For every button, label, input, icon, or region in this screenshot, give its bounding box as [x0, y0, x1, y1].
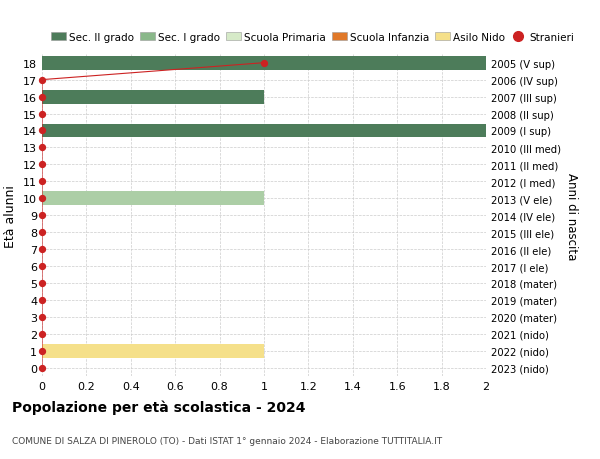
Text: COMUNE DI SALZA DI PINEROLO (TO) - Dati ISTAT 1° gennaio 2024 - Elaborazione TUT: COMUNE DI SALZA DI PINEROLO (TO) - Dati …: [12, 436, 442, 445]
Point: [259, 60, 269, 67]
Text: Popolazione per età scolastica - 2024: Popolazione per età scolastica - 2024: [12, 399, 305, 414]
Bar: [42, 90, 264, 104]
Bar: [42, 344, 264, 358]
Bar: [42, 124, 486, 138]
Point: [37, 330, 47, 338]
Bar: [42, 56, 486, 71]
Point: [37, 297, 47, 304]
Point: [37, 263, 47, 270]
Point: [37, 145, 47, 152]
Point: [37, 280, 47, 287]
Point: [37, 195, 47, 202]
Point: [37, 313, 47, 321]
Y-axis label: Età alunni: Età alunni: [4, 185, 17, 247]
Point: [37, 94, 47, 101]
Point: [37, 347, 47, 355]
Point: [37, 246, 47, 253]
Point: [37, 178, 47, 185]
Point: [37, 128, 47, 135]
Point: [37, 161, 47, 168]
Point: [37, 111, 47, 118]
Legend: Sec. II grado, Sec. I grado, Scuola Primaria, Scuola Infanzia, Asilo Nido, Stran: Sec. II grado, Sec. I grado, Scuola Prim…: [47, 28, 578, 47]
Point: [37, 212, 47, 219]
Bar: [42, 192, 264, 206]
Bar: [42, 192, 264, 206]
Point: [37, 364, 47, 372]
Point: [37, 229, 47, 236]
Y-axis label: Anni di nascita: Anni di nascita: [565, 172, 578, 259]
Point: [37, 77, 47, 84]
